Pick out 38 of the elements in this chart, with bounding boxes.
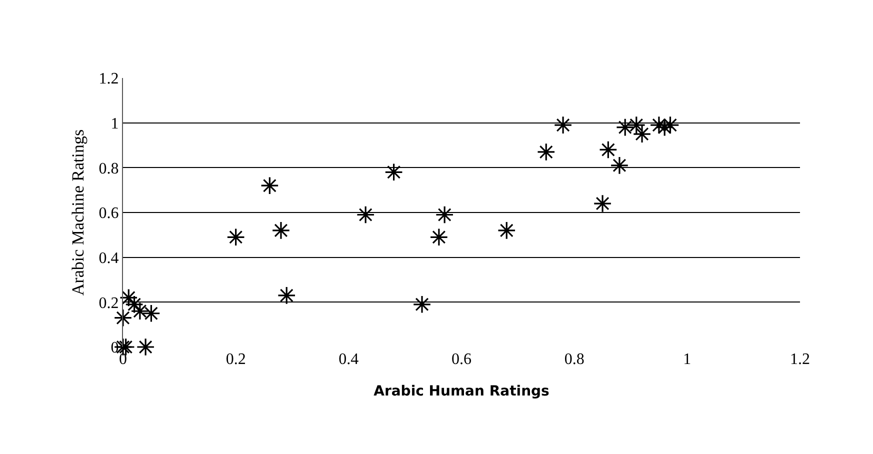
point	[627, 116, 646, 134]
y-tick-label: 0.8	[98, 160, 119, 178]
point	[260, 176, 279, 195]
x-tick-label: 0.4	[338, 351, 359, 368]
x-tick-label: 0.8	[564, 351, 584, 368]
point	[356, 206, 375, 224]
point	[632, 124, 652, 144]
y-tick-label: 0.6	[98, 205, 119, 222]
point	[114, 308, 132, 328]
point	[661, 116, 680, 134]
point	[136, 338, 155, 356]
x-tick-label: 0.2	[226, 351, 246, 368]
point	[598, 140, 618, 159]
x-axis-title: Arabic Human Ratings	[374, 383, 550, 400]
y-tick-label: 0.2	[98, 294, 119, 312]
point	[497, 221, 516, 240]
point	[412, 295, 432, 314]
y-tick-label: 1	[110, 115, 119, 132]
point	[125, 295, 144, 314]
x-tick-label: 0.6	[452, 351, 472, 368]
point	[554, 116, 572, 134]
point	[536, 142, 556, 162]
y-tick-label: 1.2	[98, 70, 119, 88]
y-axis-title: Arabic Machine Ratings	[68, 129, 88, 296]
x-tick-label: 1	[683, 351, 692, 368]
point	[130, 302, 150, 320]
point	[277, 286, 296, 305]
y-tick-label: 0.4	[98, 250, 119, 267]
point	[616, 118, 634, 137]
point	[430, 228, 448, 246]
point	[384, 162, 403, 182]
point	[593, 194, 612, 213]
point	[435, 206, 454, 224]
point	[610, 156, 629, 175]
x-tick-label: 1.2	[790, 351, 810, 368]
point	[226, 228, 246, 246]
point	[142, 304, 160, 323]
point	[272, 221, 290, 240]
